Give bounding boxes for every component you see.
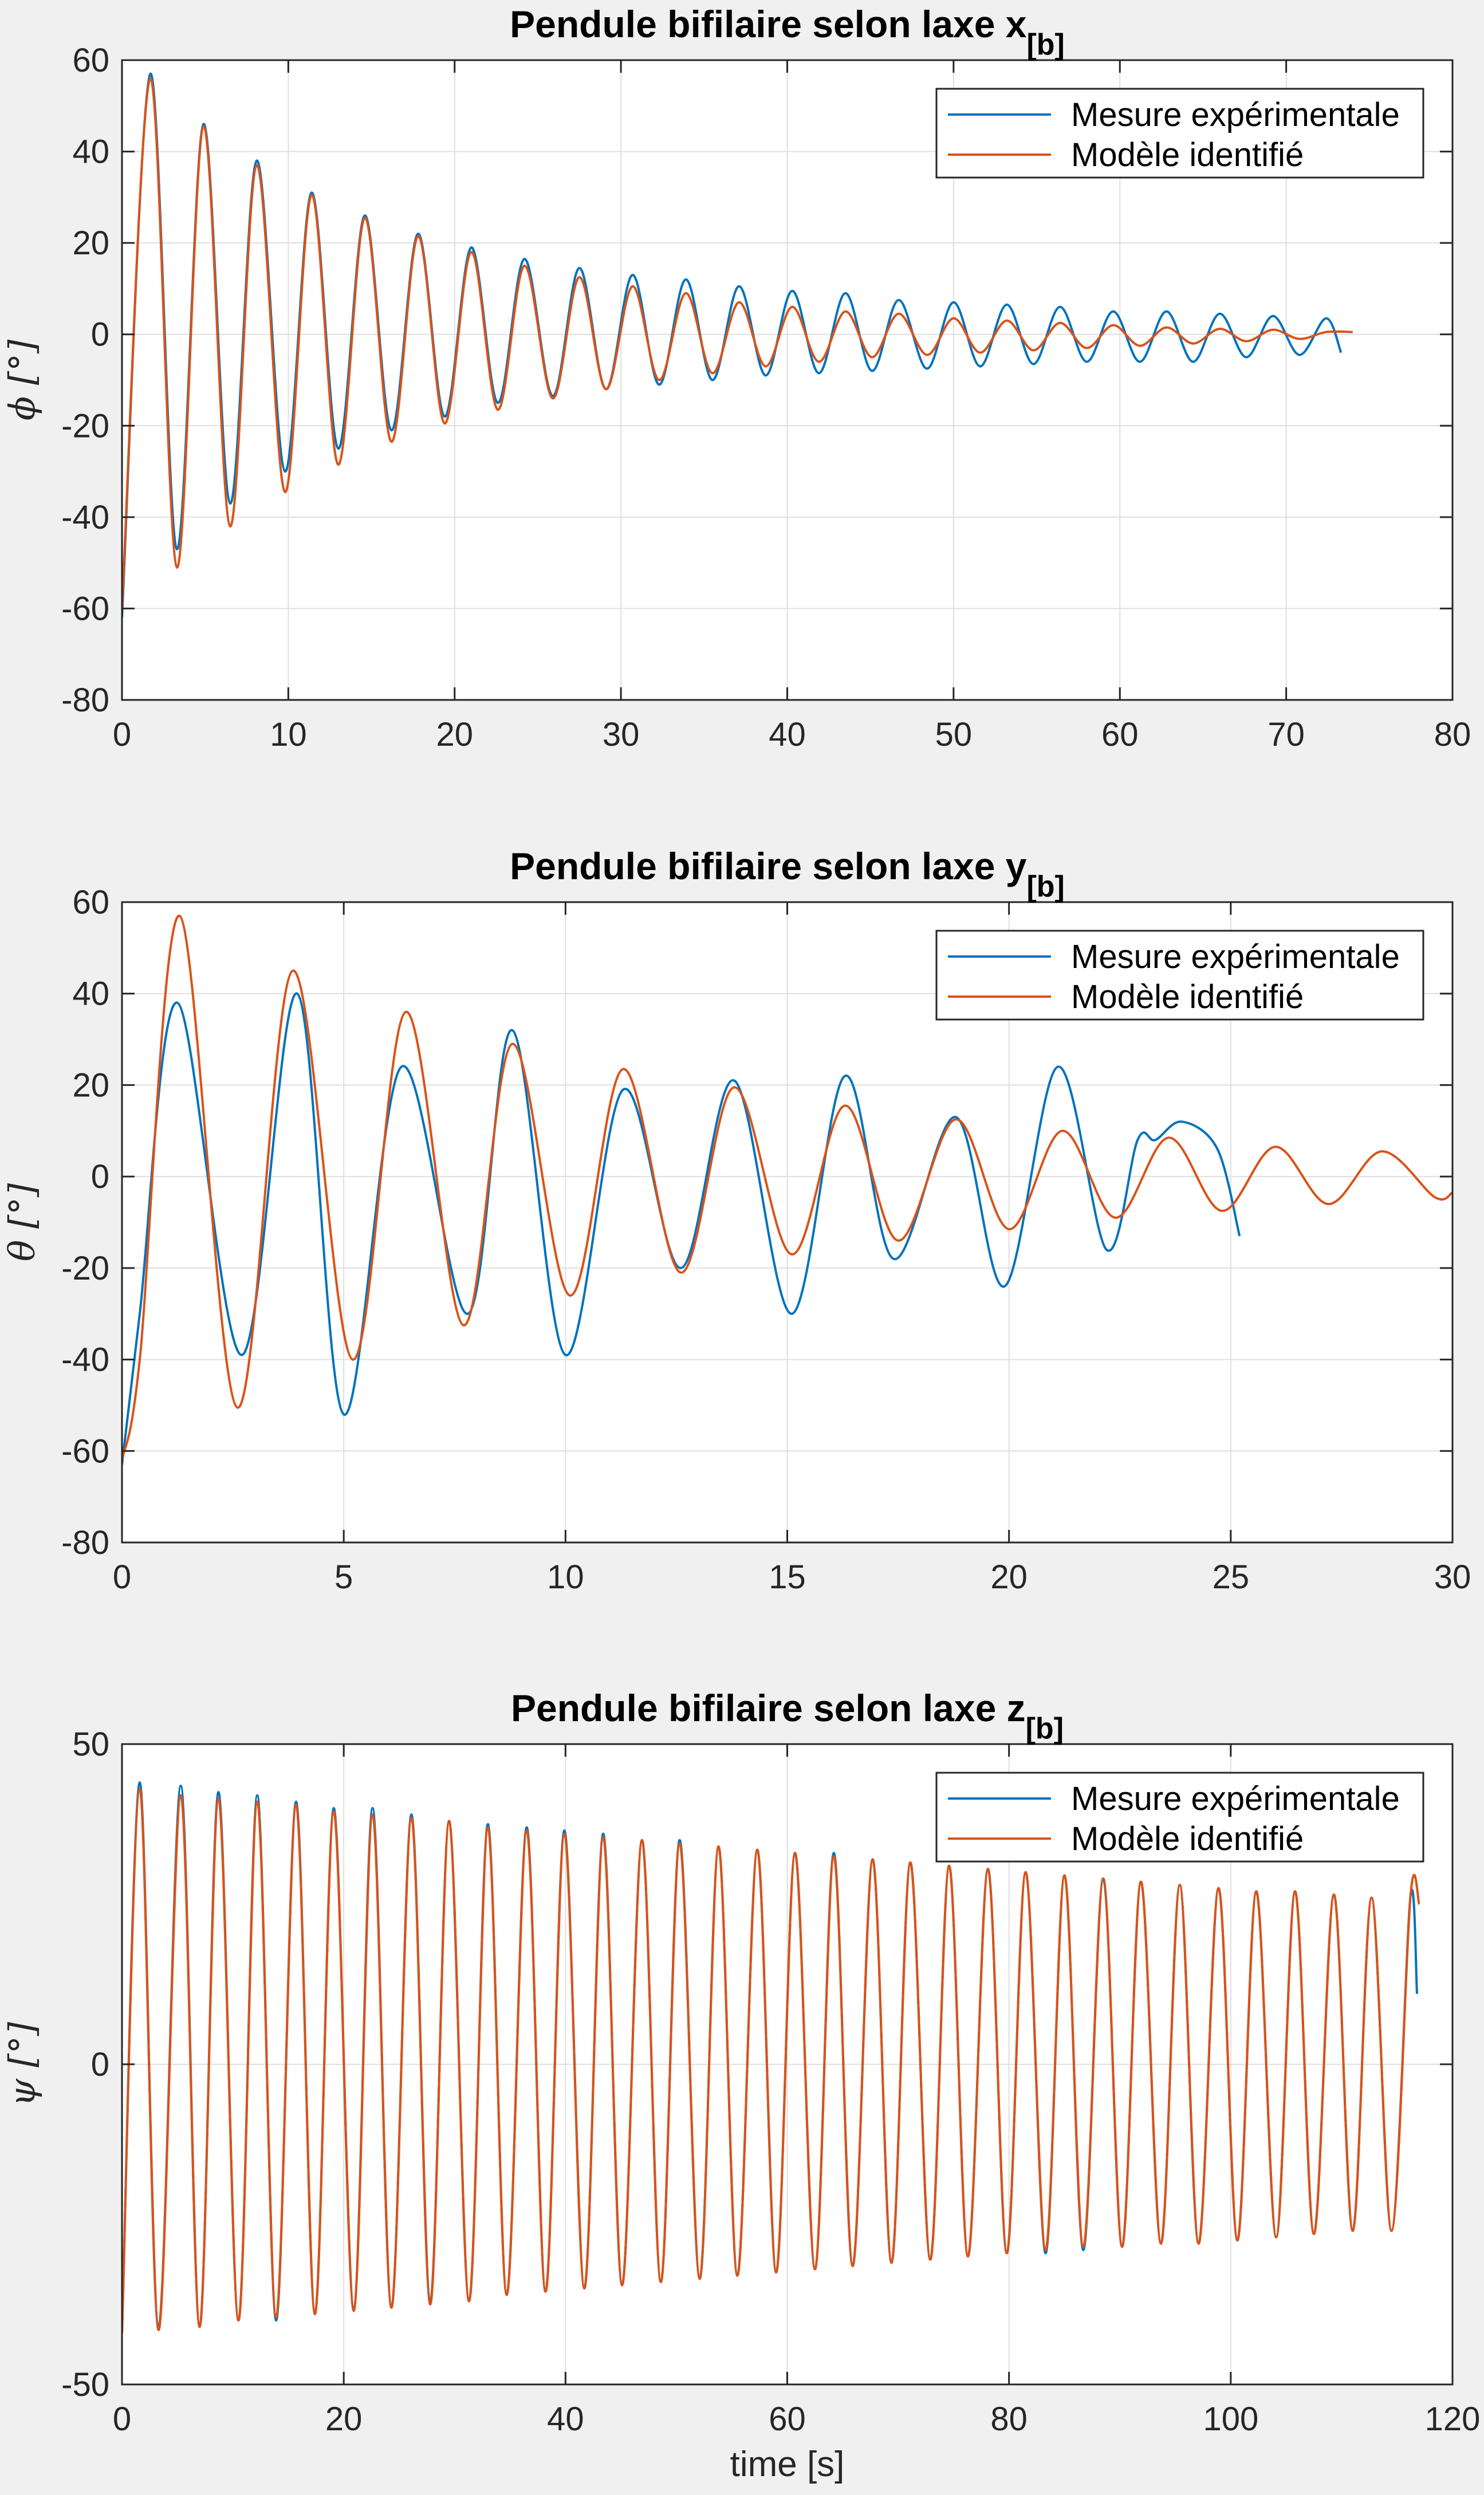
series-line-modele: [122, 1788, 1420, 2333]
y-tick-label: 60: [72, 42, 109, 79]
x-tick-label: 0: [113, 1559, 131, 1596]
x-tick-label: 100: [1203, 2400, 1258, 2438]
y-axis-label: ϕ [°]: [1, 339, 43, 420]
chart-title-main: Pendule bifilaire selon laxe z: [511, 1687, 1026, 1729]
x-tick-label: 25: [1213, 1559, 1250, 1596]
legend-label: Modèle identifié: [1071, 136, 1304, 174]
series-line-modele: [122, 77, 1353, 609]
chart-title-sub: [b]: [1026, 28, 1064, 61]
y-tick-label: 0: [91, 1158, 109, 1195]
series-line-mesure: [122, 992, 1241, 1465]
x-tick-label: 50: [935, 716, 973, 753]
subplot-2: 0 5 10 15 20 25 30 -80 -60 -40 -20 0 20 40 60 Pendule b…: [1, 845, 1471, 1596]
x-tick-label: 5: [334, 1559, 353, 1596]
x-tick-label: 0: [113, 2400, 131, 2438]
legend-label: Modèle identifié: [1071, 978, 1304, 1016]
y-tick-label: -20: [61, 1250, 109, 1287]
series-group: [122, 1781, 1420, 2333]
legend-box: [935, 930, 1424, 1021]
chart-title-main: Pendule bifilaire selon laxe x: [510, 3, 1027, 45]
chart-title-sub: [b]: [1026, 1712, 1064, 1745]
y-tick-label: -40: [61, 1341, 109, 1379]
tick-marks: [121, 901, 1454, 1544]
y-tick-label: 40: [72, 975, 109, 1013]
chart-title: Pendule bifilaire selon laxe y[b]: [510, 845, 1065, 903]
x-tick-label: 80: [990, 2400, 1028, 2438]
x-tick-label: 20: [325, 2400, 363, 2438]
x-tick-label: 20: [436, 716, 473, 753]
chart-title-main: Pendule bifilaire selon laxe y: [510, 845, 1027, 887]
legend-label: Mesure expérimentale: [1071, 96, 1400, 133]
x-tick-label: 40: [769, 716, 806, 753]
y-tick-label: -60: [61, 1433, 109, 1470]
y-tick-label: -50: [61, 2366, 109, 2403]
y-tick-label: 20: [72, 1067, 109, 1104]
y-tick-label: 0: [91, 316, 109, 353]
y-tick-label: -60: [61, 590, 109, 627]
x-tick-label: 120: [1425, 2400, 1481, 2438]
chart-title: Pendule bifilaire selon laxe x[b]: [510, 3, 1065, 61]
x-tick-label: 20: [990, 1559, 1028, 1596]
legend-label: Mesure expérimentale: [1071, 1780, 1400, 1817]
x-tick-label: 80: [1434, 716, 1471, 753]
y-axis-label: θ [°]: [1, 1183, 43, 1261]
y-tick-label: -20: [61, 407, 109, 444]
x-tick-label: 15: [769, 1559, 806, 1596]
x-tick-label: 10: [547, 1559, 584, 1596]
x-tick-label: 60: [769, 2400, 806, 2438]
y-tick-label: 60: [72, 884, 109, 921]
chart-title-sub: [b]: [1026, 870, 1064, 903]
legend-label: Mesure expérimentale: [1071, 938, 1400, 975]
x-tick-label: 10: [270, 716, 307, 753]
legend-label: Modèle identifié: [1071, 1820, 1304, 1858]
y-tick-label: 40: [72, 133, 109, 171]
y-axis-label: ψ [°]: [1, 2021, 43, 2107]
chart-title: Pendule bifilaire selon laxe z[b]: [511, 1687, 1064, 1745]
x-tick-label: 30: [1434, 1559, 1471, 1596]
x-tick-label: 60: [1101, 716, 1139, 753]
x-tick-label: 40: [547, 2400, 584, 2438]
y-tick-label: 0: [91, 2046, 109, 2083]
y-tick-label: 50: [72, 1726, 109, 1763]
y-tick-label: -40: [61, 499, 109, 536]
x-axis-label: time [s]: [730, 2445, 845, 2484]
series-group: [122, 72, 1353, 618]
subplot-1: 0 10 20 30 40 50 60 70 80 -80 -60 -40 -20 0 20 40 60 Pend…: [1, 3, 1471, 753]
grid: [122, 902, 1452, 1542]
x-tick-label: 70: [1267, 716, 1305, 753]
x-tick-label: 0: [113, 716, 131, 753]
series-group: [122, 914, 1452, 1465]
x-tick-label: 30: [603, 716, 640, 753]
tick-marks: [121, 1743, 1454, 2386]
y-tick-label: 20: [72, 225, 109, 262]
legend-box: [935, 88, 1424, 179]
y-tick-label: -80: [61, 1524, 109, 1561]
legend-box: [935, 1772, 1424, 1863]
y-tick-label: -80: [61, 682, 109, 719]
tick-marks: [121, 59, 1454, 701]
series-line-modele: [122, 914, 1452, 1461]
